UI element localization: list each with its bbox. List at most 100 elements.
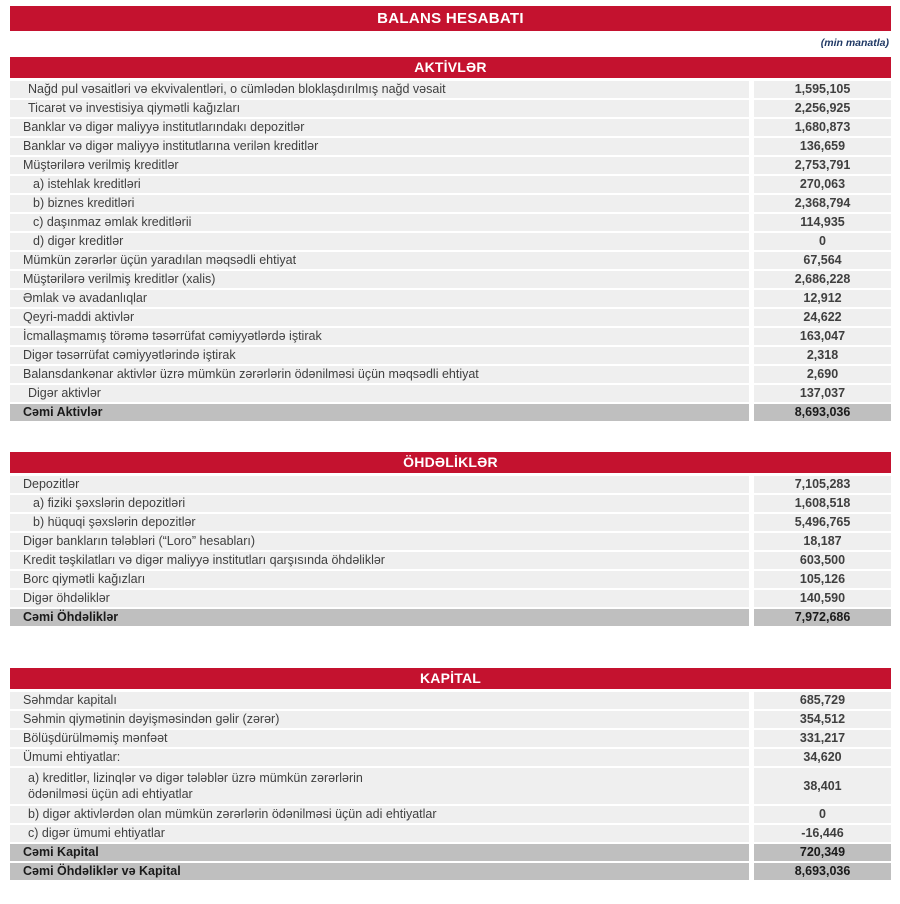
table-row: İcmallaşmamış törəmə təsərrüfat cəmiyyət… <box>10 328 891 345</box>
row-label: a) kreditlər, lizinqlər və digər tələblə… <box>10 768 749 804</box>
section-capital: KAPİTAL Səhmdar kapitalı 685,729 Səhmin qiy… <box>10 668 891 880</box>
row-label: Səhmdar kapitalı <box>10 692 749 709</box>
table-row: Nağd pul vəsaitləri və ekvivalentləri, o… <box>10 81 891 98</box>
row-label: b) hüquqi şəxslərin depozitlər <box>10 514 749 531</box>
table-total-row: Cəmi Kapital 720,349 <box>10 844 891 861</box>
row-value: 136,659 <box>754 138 891 155</box>
row-label: Cəmi Öhdəliklər <box>10 609 749 626</box>
table-row: Digər təsərrüfat cəmiyyətlərində iştirak… <box>10 347 891 364</box>
row-value: 354,512 <box>754 711 891 728</box>
row-value: 1,680,873 <box>754 119 891 136</box>
table-row: Digər aktivlər 137,037 <box>10 385 891 402</box>
row-value: 67,564 <box>754 252 891 269</box>
row-value: 0 <box>754 233 891 250</box>
table-row: a) kreditlər, lizinqlər və digər tələblə… <box>10 768 891 804</box>
row-value: 12,912 <box>754 290 891 307</box>
table-row: Digər bankların tələbləri (“Loro” hesabl… <box>10 533 891 550</box>
table-row: Müştərilərə verilmiş kreditlər (xalis) 2,… <box>10 271 891 288</box>
row-value: 137,037 <box>754 385 891 402</box>
row-value: 34,620 <box>754 749 891 766</box>
table-row: a) fiziki şəxslərin depozitləri 1,608,518 <box>10 495 891 512</box>
table-row: b) hüquqi şəxslərin depozitlər 5,496,765 <box>10 514 891 531</box>
row-value: 8,693,036 <box>754 404 891 421</box>
table-row: Banklar və digər maliyyə institutlarında… <box>10 119 891 136</box>
table-row: Digər öhdəliklər 140,590 <box>10 590 891 607</box>
row-label: d) digər kreditlər <box>10 233 749 250</box>
row-label: Əmlak və avadanlıqlar <box>10 290 749 307</box>
table-row: Səhmdar kapitalı 685,729 <box>10 692 891 709</box>
section-assets: AKTİVLƏR Nağd pul vəsaitləri və ekvivalen… <box>10 57 891 421</box>
row-label: Digər təsərrüfat cəmiyyətlərində iştirak <box>10 347 749 364</box>
table-row: b) biznes kreditləri 2,368,794 <box>10 195 891 212</box>
row-label: Digər aktivlər <box>10 385 749 402</box>
row-label: Banklar və digər maliyyə institutlarında… <box>10 119 749 136</box>
table-row: Balansdankənar aktivlər üzrə mümkün zərə… <box>10 366 891 383</box>
table-row: Banklar və digər maliyyə institutlarına … <box>10 138 891 155</box>
row-value: 8,693,036 <box>754 863 891 880</box>
row-label: Banklar və digər maliyyə institutlarına … <box>10 138 749 155</box>
table-total-row: Cəmi Öhdəliklər 7,972,686 <box>10 609 891 626</box>
section-header-assets: AKTİVLƏR <box>10 57 891 78</box>
row-label: Bölüşdürülməmiş mənfəət <box>10 730 749 747</box>
table-row: c) digər ümumi ehtiyatlar -16,446 <box>10 825 891 842</box>
row-value: 720,349 <box>754 844 891 861</box>
row-value: 24,622 <box>754 309 891 326</box>
row-label: Müştərilərə verilmiş kreditlər <box>10 157 749 174</box>
row-label: Digər öhdəliklər <box>10 590 749 607</box>
row-label: a) istehlak kreditləri <box>10 176 749 193</box>
table-total-row: Cəmi Aktivlər 8,693,036 <box>10 404 891 421</box>
section-header-capital: KAPİTAL <box>10 668 891 689</box>
row-label: Borc qiymətli kağızları <box>10 571 749 588</box>
table-row: Mümkün zərərlər üçün yaradılan məqsədli … <box>10 252 891 269</box>
row-label: Balansdankənar aktivlər üzrə mümkün zərə… <box>10 366 749 383</box>
sections: AKTİVLƏR Nağd pul vəsaitləri və ekvivalen… <box>10 57 891 880</box>
table-row: Kredit təşkilatları və digər maliyyə ins… <box>10 552 891 569</box>
unit-note: (min manatla) <box>820 37 889 49</box>
row-value: 270,063 <box>754 176 891 193</box>
row-label: Cəmi Kapital <box>10 844 749 861</box>
row-value: 2,256,925 <box>754 100 891 117</box>
row-value: 2,368,794 <box>754 195 891 212</box>
row-value: 163,047 <box>754 328 891 345</box>
row-value: 2,690 <box>754 366 891 383</box>
section-liabilities: ÖHDƏLİKLƏR Depozitlər 7,105,283 a) fiziki ş… <box>10 452 891 626</box>
table-row: Əmlak və avadanlıqlar 12,912 <box>10 290 891 307</box>
row-value: 1,595,105 <box>754 81 891 98</box>
row-value: 114,935 <box>754 214 891 231</box>
balance-sheet-document: BALANS HESABATI (min manatla) AKTİVLƏR Na… <box>10 6 891 880</box>
row-label: b) digər aktivlərdən olan mümkün zərərlə… <box>10 806 749 823</box>
row-label: c) digər ümumi ehtiyatlar <box>10 825 749 842</box>
row-label: b) biznes kreditləri <box>10 195 749 212</box>
row-value: 7,105,283 <box>754 476 891 493</box>
table-row: Depozitlər 7,105,283 <box>10 476 891 493</box>
row-value: 685,729 <box>754 692 891 709</box>
row-value: 603,500 <box>754 552 891 569</box>
row-value: 5,496,765 <box>754 514 891 531</box>
row-label: Ümumi ehtiyatlar: <box>10 749 749 766</box>
row-value: -16,446 <box>754 825 891 842</box>
table-row: Qeyri-maddi aktivlər 24,622 <box>10 309 891 326</box>
table-row: Ticarət və investisiya qiymətli kağızlar… <box>10 100 891 117</box>
table-row: b) digər aktivlərdən olan mümkün zərərlə… <box>10 806 891 823</box>
row-label: Nağd pul vəsaitləri və ekvivalentləri, o… <box>10 81 749 98</box>
row-value: 140,590 <box>754 590 891 607</box>
row-value: 0 <box>754 806 891 823</box>
row-label: a) fiziki şəxslərin depozitləri <box>10 495 749 512</box>
row-label: Digər bankların tələbləri (“Loro” hesabl… <box>10 533 749 550</box>
table-row: c) daşınmaz əmlak kreditlərii 114,935 <box>10 214 891 231</box>
row-label: Kredit təşkilatları və digər maliyyə ins… <box>10 552 749 569</box>
table-row: Səhmin qiymətinin dəyişməsindən gəlir (z… <box>10 711 891 728</box>
row-label: Cəmi Öhdəliklər və Kapital <box>10 863 749 880</box>
table-row: Müştərilərə verilmiş kreditlər 2,753,791 <box>10 157 891 174</box>
row-label: Səhmin qiymətinin dəyişməsindən gəlir (z… <box>10 711 749 728</box>
row-value: 1,608,518 <box>754 495 891 512</box>
table-total-row: Cəmi Öhdəliklər və Kapital 8,693,036 <box>10 863 891 880</box>
row-value: 331,217 <box>754 730 891 747</box>
row-value: 2,318 <box>754 347 891 364</box>
row-label: Mümkün zərərlər üçün yaradılan məqsədli … <box>10 252 749 269</box>
row-label: Ticarət və investisiya qiymətli kağızlar… <box>10 100 749 117</box>
row-value: 2,753,791 <box>754 157 891 174</box>
row-value: 38,401 <box>754 768 891 804</box>
row-label: Müştərilərə verilmiş kreditlər (xalis) <box>10 271 749 288</box>
row-label: Cəmi Aktivlər <box>10 404 749 421</box>
